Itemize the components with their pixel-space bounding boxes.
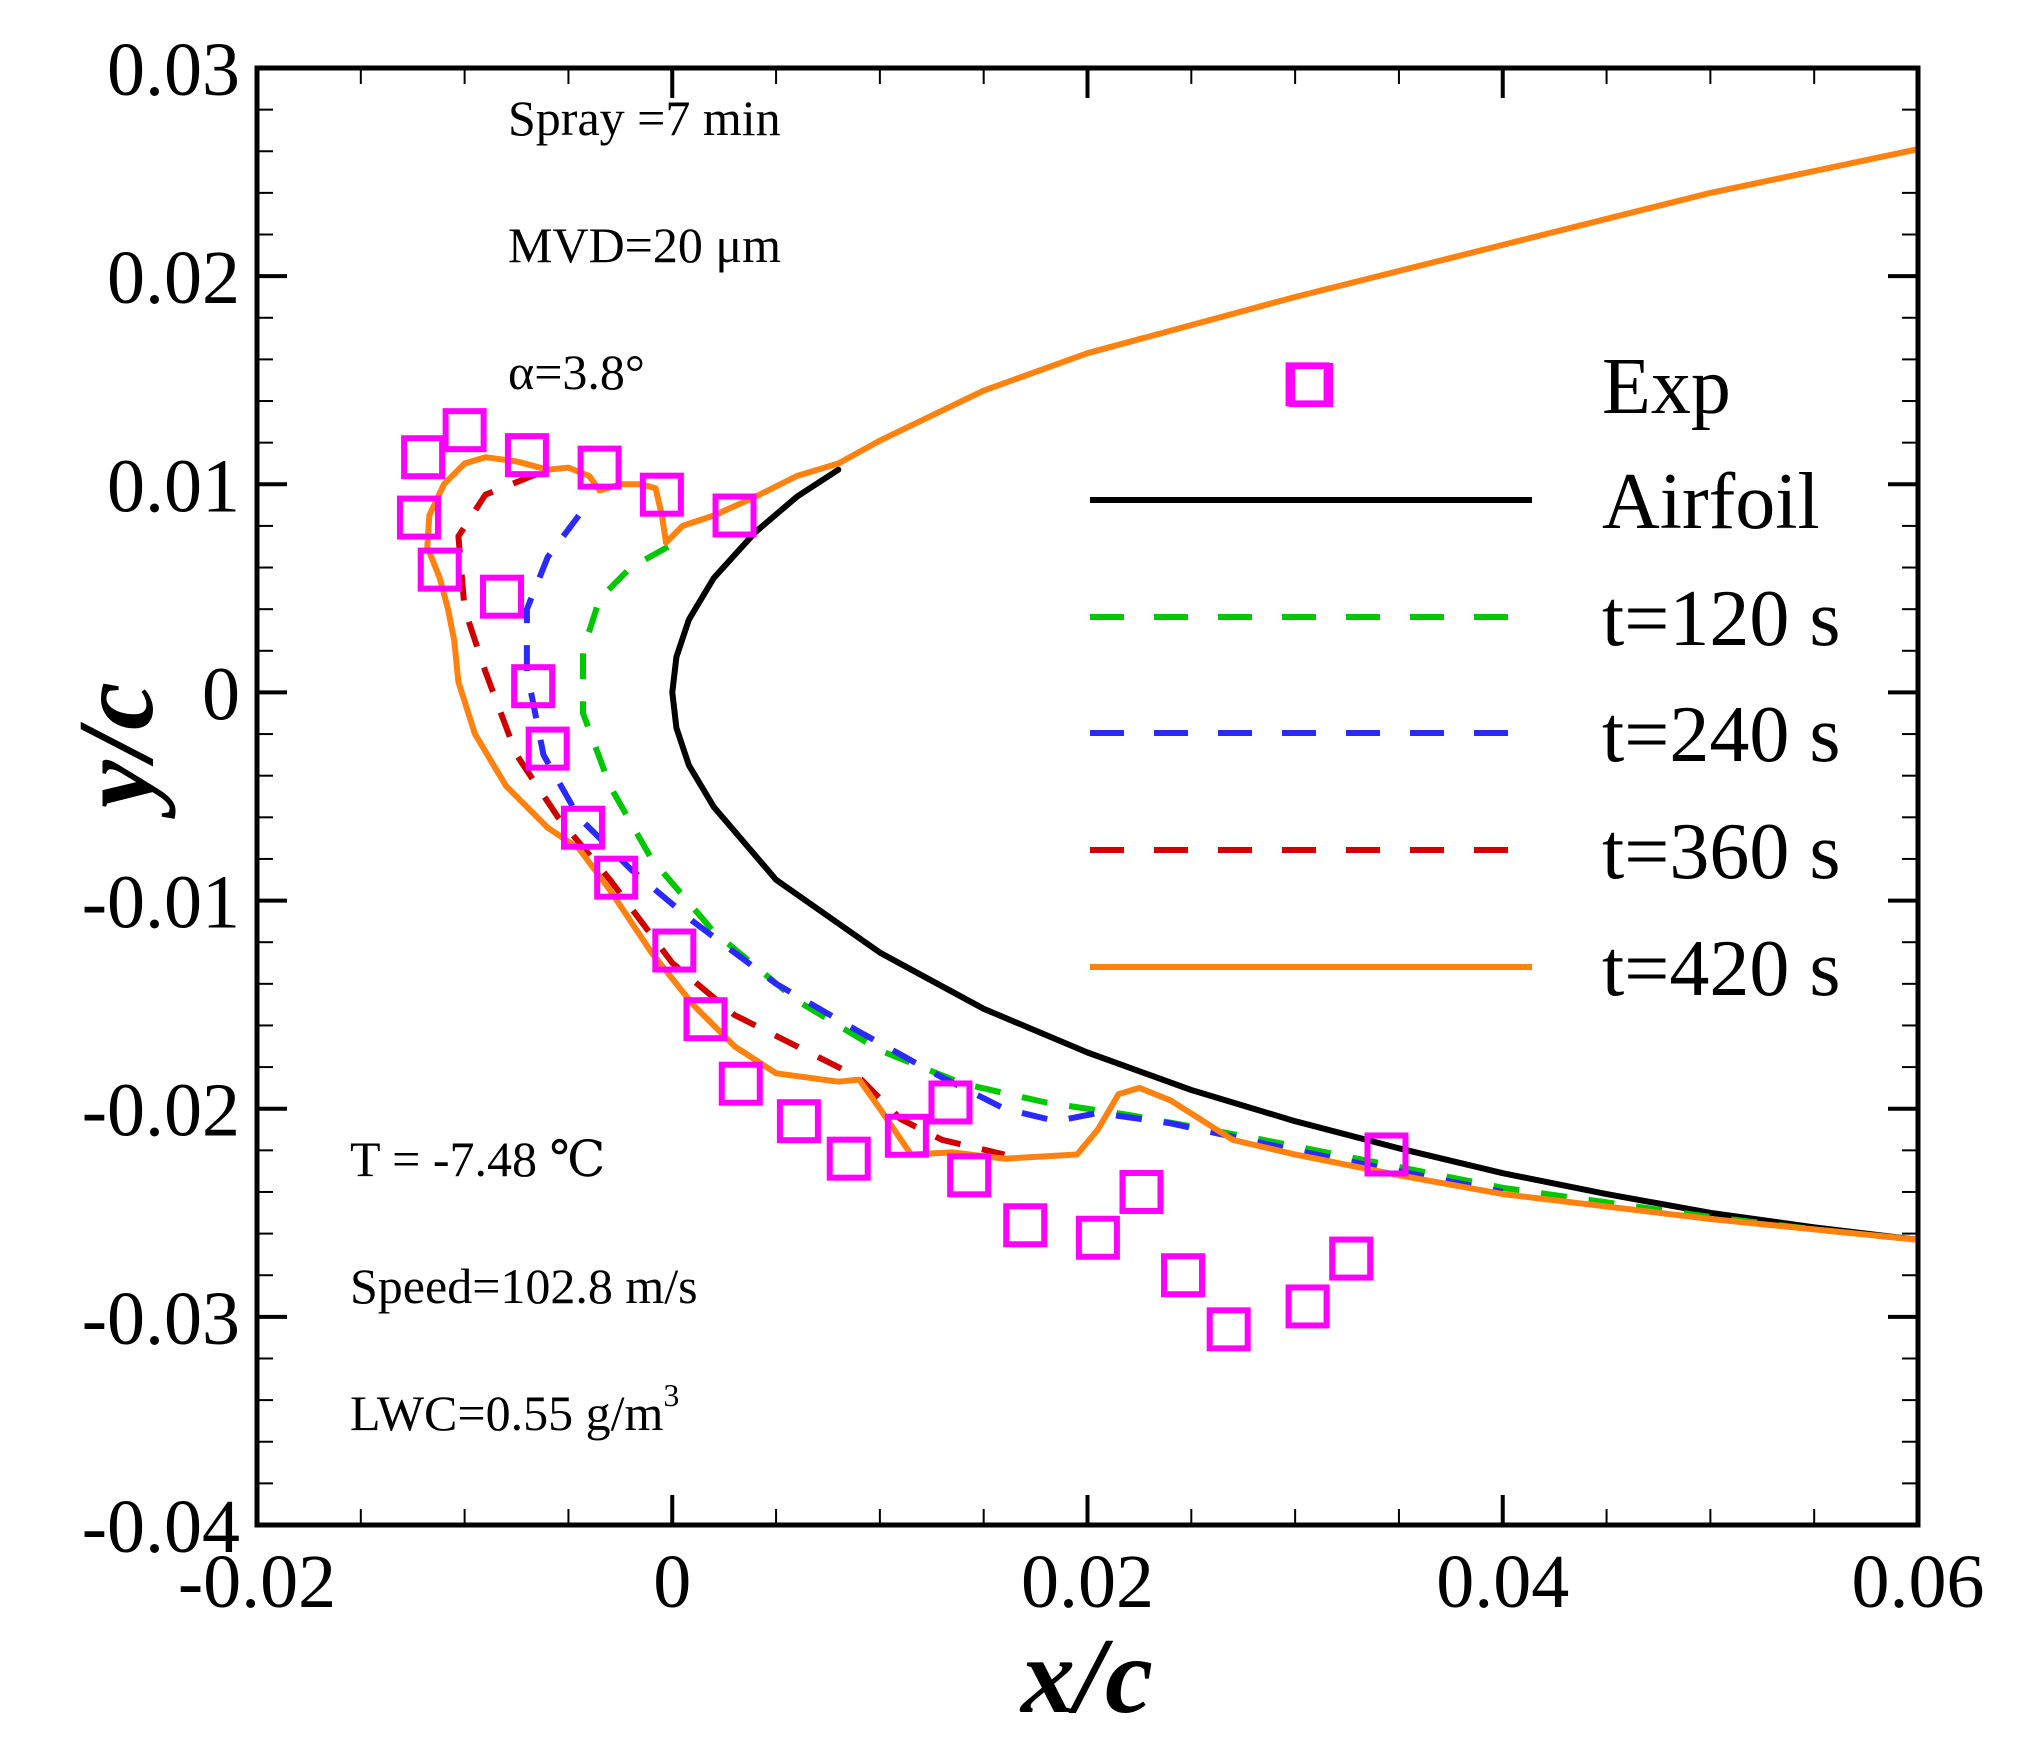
x-tick-label: -0.02 — [178, 1540, 336, 1624]
annotation-lwc-main: LWC=0.55 g/m — [350, 1385, 663, 1441]
annotation-temperature: T = -7.48 ℃ — [350, 1131, 605, 1187]
annotation-alpha: α=3.8° — [508, 344, 645, 400]
exp-marker — [718, 1061, 763, 1106]
exp-marker — [1364, 1132, 1409, 1177]
exp-marker — [884, 1113, 929, 1158]
exp-marker — [504, 433, 549, 478]
series-line-t-240-s — [523, 513, 1504, 1195]
exp-marker — [1161, 1253, 1206, 1298]
y-axis-title: y/c — [57, 682, 176, 819]
legend-label-t-420-s: t=420 s — [1602, 925, 1840, 1013]
legend-label-t-360-s: t=360 s — [1602, 808, 1840, 896]
x-axis-title: x/c — [1019, 1617, 1153, 1736]
legend-label-t-240-s: t=240 s — [1602, 691, 1840, 779]
legend-label-airfoil: Airfoil — [1602, 458, 1820, 546]
series-line-t-120-s — [580, 544, 1918, 1243]
exp-marker — [442, 408, 487, 453]
exp-marker — [396, 495, 441, 540]
exp-marker — [1329, 1236, 1374, 1281]
exp-marker — [525, 726, 570, 771]
y-tick-label: -0.03 — [82, 1277, 240, 1361]
exp-marker — [947, 1153, 992, 1198]
y-tick-label: 0.02 — [107, 236, 240, 320]
exp-marker — [712, 493, 757, 538]
legend-label-exp: Exp — [1602, 343, 1731, 431]
exp-marker — [560, 805, 605, 850]
y-tick-label: -0.02 — [82, 1069, 240, 1153]
exp-marker — [577, 445, 622, 490]
annotation-lwc: LWC=0.55 g/m3 — [350, 1377, 679, 1441]
exp-marker — [1119, 1169, 1164, 1214]
exp-marker — [776, 1099, 821, 1144]
exp-marker — [639, 472, 684, 517]
exp-marker — [401, 435, 446, 480]
exp-marker — [417, 547, 462, 592]
x-tick-label: 0.04 — [1436, 1540, 1569, 1624]
series-line-t-420-s — [424, 146, 1918, 1243]
x-tick-label: 0 — [653, 1540, 691, 1624]
exp-marker — [511, 664, 556, 709]
exp-marker — [826, 1136, 871, 1181]
exp-marker — [652, 928, 697, 973]
legend: Exp Airfoil t=120 s t=240 s t=360 s t=420 s — [1090, 343, 1840, 1013]
series-layer — [396, 146, 1918, 1352]
plot-frame — [254, 65, 1921, 1528]
exp-marker — [479, 574, 524, 619]
exp-marker — [1075, 1215, 1120, 1260]
exp-marker — [1206, 1307, 1251, 1352]
series-line-t-360-s — [455, 471, 1006, 1158]
x-tick-label: 0.06 — [1852, 1540, 1985, 1624]
y-tick-label: 0.03 — [107, 28, 240, 112]
exp-marker — [928, 1080, 973, 1125]
exp-marker — [1003, 1203, 1048, 1248]
annotation-spray: Spray =7 min — [508, 90, 781, 146]
y-tick-label: -0.01 — [82, 861, 240, 945]
y-tick-label: 0 — [202, 652, 240, 736]
annotation-speed: Speed=102.8 m/s — [350, 1258, 698, 1314]
y-tick-label: 0.01 — [107, 444, 240, 528]
x-tick-labels: -0.02 0 0.02 0.04 0.06 — [178, 1540, 1985, 1624]
x-tick-label: 0.02 — [1021, 1540, 1154, 1624]
annotations: Spray =7 min MVD=20 μm α=3.8° T = -7.48 … — [350, 90, 781, 1441]
y-tick-label: -0.04 — [82, 1485, 240, 1569]
annotation-lwc-sup: 3 — [663, 1377, 679, 1413]
y-tick-labels: 0.03 0.02 0.01 0 -0.01 -0.02 -0.03 -0.04 — [82, 28, 240, 1569]
exp-marker — [683, 997, 728, 1042]
exp-marker — [594, 855, 639, 900]
annotation-mvd: MVD=20 μm — [508, 217, 781, 273]
exp-marker — [1285, 1284, 1330, 1329]
legend-label-t-120-s: t=120 s — [1602, 575, 1840, 663]
series-line-airfoil — [669, 466, 1918, 1243]
legend-swatch-exp — [1289, 363, 1333, 407]
